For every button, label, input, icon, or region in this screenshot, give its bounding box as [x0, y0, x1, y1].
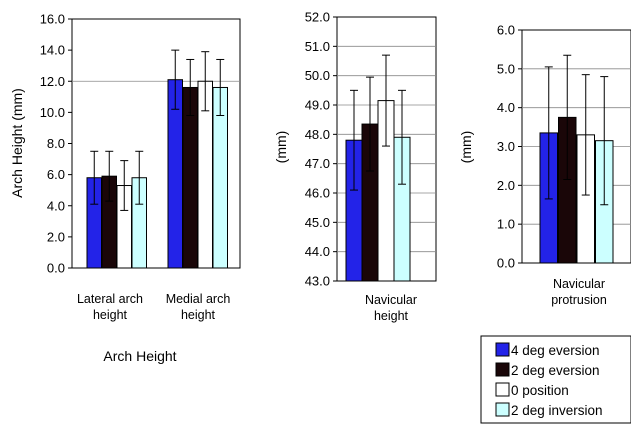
legend-swatch-2-deg-eversion [495, 362, 510, 377]
chart-navicular-protrusion-ylabel: (mm) [458, 131, 474, 164]
y-tick-label: 3.0 [497, 139, 515, 154]
chart-navicular-height-bars [345, 54, 411, 282]
legend-item-4-deg-eversion: 4 deg eversion [495, 342, 600, 358]
y-tick-label: 6.0 [47, 167, 65, 182]
legend-label-4-deg-eversion: 4 deg eversion [511, 343, 600, 358]
y-tick-label: 1.0 [497, 217, 515, 232]
y-tick-label: 10.0 [40, 105, 65, 120]
y-tick-label: 6.0 [497, 23, 515, 38]
chart-arch-height-ylabel: Arch Height (mm) [9, 88, 25, 198]
category-label-navicular-protrusion-line1: Navicular [553, 277, 605, 291]
chart-navicular-height: 43.0 44.0 45.0 46.0 47.0 48.0 49.0 50.0 51.0 52.0… [273, 10, 437, 323]
y-tick-label: 43.0 [305, 274, 330, 289]
category-label-lateral-arch-line2: height [93, 308, 128, 322]
legend-item-0-position: 0 position [495, 382, 569, 398]
y-tick-label: 12.0 [40, 74, 65, 89]
y-tick-label: 4.0 [497, 100, 515, 115]
chart-arch-height-bars [86, 49, 228, 269]
y-tick-label: 5.0 [497, 61, 515, 76]
y-tick-label: 46.0 [305, 186, 330, 201]
legend-label-0-position: 0 position [511, 383, 569, 398]
category-label-medial-arch-line1: Medial arch [166, 292, 231, 306]
legend-swatch-4-deg-eversion [495, 342, 510, 357]
chart-navicular-height-ylabel: (mm) [273, 131, 289, 164]
legend-item-2-deg-inversion: 2 deg inversion [495, 402, 603, 418]
legend-item-2-deg-eversion: 2 deg eversion [495, 362, 600, 378]
category-label-navicular-height-line1: Navicular [365, 293, 417, 307]
legend: 4 deg eversion 2 deg eversion 0 position… [480, 335, 631, 424]
chart-navicular-height-ticks: 43.0 44.0 45.0 46.0 47.0 48.0 49.0 50.0 51.0 52.0 [305, 10, 437, 289]
category-label-lateral-arch-line1: Lateral arch [77, 292, 143, 306]
y-tick-label: 4.0 [47, 198, 65, 213]
y-tick-label: 50.0 [305, 68, 330, 83]
y-tick-label: 51.0 [305, 39, 330, 54]
y-tick-label: 2.0 [47, 229, 65, 244]
y-tick-label: 8.0 [47, 136, 65, 151]
y-tick-label: 52.0 [305, 10, 330, 25]
arch-height-bottom-title: Arch Height [103, 348, 176, 364]
chart-navicular-protrusion-bars [539, 54, 614, 264]
chart-arch-height-ticks: 0.0 2.0 4.0 6.0 8.0 10.0 12.0 14.0 16.0 [40, 12, 241, 276]
legend-swatch-2-deg-inversion [495, 402, 510, 417]
y-tick-label: 48.0 [305, 127, 330, 142]
chart-arch-height: 0.0 2.0 4.0 6.0 8.0 10.0 12.0 14.0 16.0 Arch Hei… [9, 12, 241, 364]
y-tick-label: 14.0 [40, 43, 65, 58]
category-label-navicular-protrusion-line2: protrusion [551, 293, 607, 307]
legend-label-2-deg-eversion: 2 deg eversion [511, 363, 600, 378]
y-tick-label: 0.0 [47, 261, 65, 276]
chart-navicular-protrusion: 0.0 1.0 2.0 3.0 4.0 5.0 6.0 (mm) Navicular pro… [458, 23, 631, 307]
category-label-navicular-height-line2: height [374, 309, 409, 323]
y-tick-label: 45.0 [305, 215, 330, 230]
y-tick-label: 16.0 [40, 12, 65, 27]
y-tick-label: 49.0 [305, 98, 330, 113]
category-label-medial-arch-line2: height [181, 308, 216, 322]
y-tick-label: 2.0 [497, 178, 515, 193]
y-tick-label: 44.0 [305, 244, 330, 259]
legend-swatch-0-position [495, 382, 510, 397]
legend-label-2-deg-inversion: 2 deg inversion [511, 403, 603, 418]
y-tick-label: 0.0 [497, 256, 515, 271]
y-tick-label: 47.0 [305, 156, 330, 171]
